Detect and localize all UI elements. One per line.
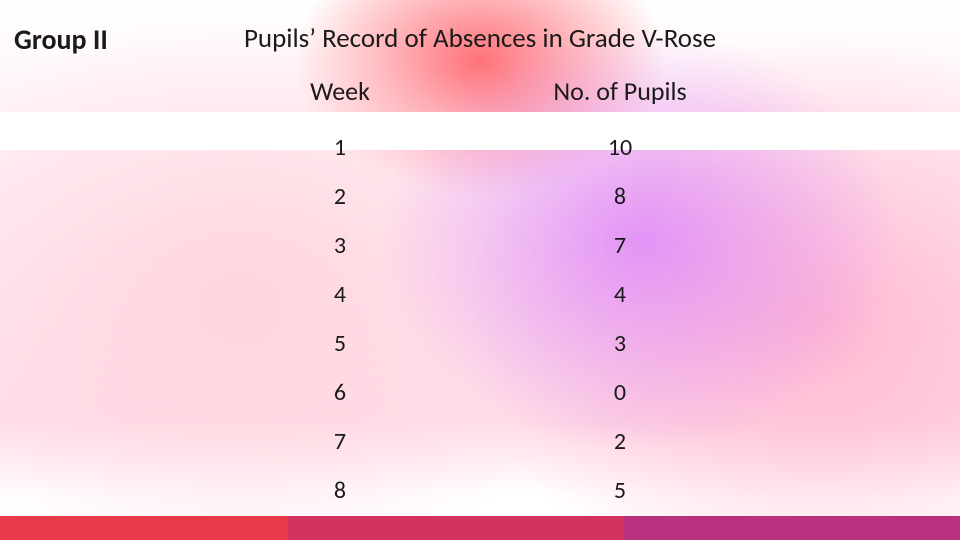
cell-pupils: 0 [480, 368, 760, 417]
cell-pupils: 8 [480, 172, 760, 221]
table-header-row: Week No. of Pupils [200, 69, 760, 123]
table-row: 7 2 [200, 417, 760, 466]
cell-week: 3 [200, 221, 480, 270]
cell-pupils: 10 [480, 123, 760, 172]
cell-pupils: 4 [480, 270, 760, 319]
table-row: 2 8 [200, 172, 760, 221]
col-header-pupils: No. of Pupils [480, 69, 760, 123]
table-row: 1 10 [200, 123, 760, 172]
table-row: 5 3 [200, 319, 760, 368]
cell-week: 7 [200, 417, 480, 466]
cell-week: 2 [200, 172, 480, 221]
bar-segment [0, 516, 288, 540]
absences-table: Week No. of Pupils 1 10 2 8 3 7 4 [200, 69, 760, 515]
cell-pupils: 3 [480, 319, 760, 368]
table-row: 4 4 [200, 270, 760, 319]
table-row: 6 0 [200, 368, 760, 417]
cell-week: 8 [200, 466, 480, 515]
content-area: Pupils’ Record of Absences in Grade V-Ro… [200, 22, 760, 515]
cell-week: 5 [200, 319, 480, 368]
bar-segment [624, 516, 960, 540]
table-title: Pupils’ Record of Absences in Grade V-Ro… [200, 22, 760, 55]
cell-week: 1 [200, 123, 480, 172]
col-header-week: Week [200, 69, 480, 123]
table-row: 8 5 [200, 466, 760, 515]
cell-week: 4 [200, 270, 480, 319]
cell-week: 6 [200, 368, 480, 417]
bar-segment [288, 516, 624, 540]
bottom-accent-bar [0, 516, 960, 540]
slide: Group II Pupils’ Record of Absences in G… [0, 0, 960, 540]
cell-pupils: 7 [480, 221, 760, 270]
cell-pupils: 5 [480, 466, 760, 515]
group-label: Group II [14, 22, 108, 57]
table-row: 3 7 [200, 221, 760, 270]
cell-pupils: 2 [480, 417, 760, 466]
